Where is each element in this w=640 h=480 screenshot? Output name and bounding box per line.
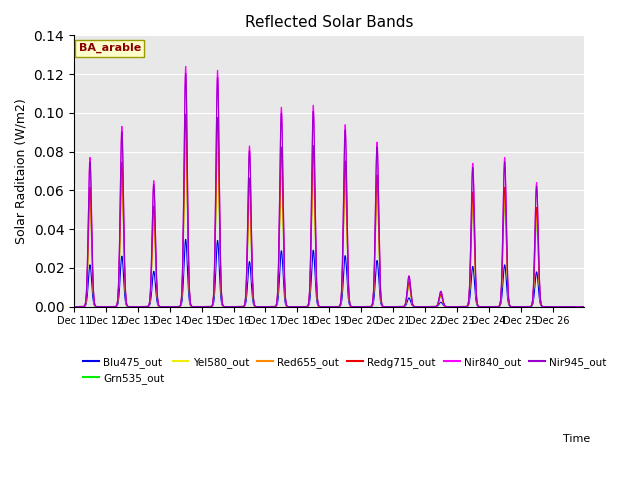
Grn535_out [575, 304, 582, 310]
Blu475_out [70, 304, 78, 310]
Redg715_out [70, 304, 78, 310]
Yel580_out [70, 304, 78, 310]
Blu475_out [175, 304, 182, 310]
Red655_out [575, 304, 582, 310]
Text: Time: Time [563, 433, 591, 444]
Line: Grn535_out: Grn535_out [74, 138, 584, 307]
Redg715_out [394, 304, 402, 310]
Nir945_out [70, 304, 78, 310]
Yel580_out [440, 300, 447, 306]
Nir945_out [394, 304, 402, 310]
Legend: Blu475_out, Grn535_out, Yel580_out, Red655_out, Redg715_out, Nir840_out, Nir945_: Blu475_out, Grn535_out, Yel580_out, Red6… [79, 352, 611, 388]
Yel580_out [580, 304, 588, 310]
Redg715_out [182, 111, 189, 117]
Blu475_out [440, 302, 447, 308]
Line: Nir840_out: Nir840_out [74, 66, 584, 307]
Red655_out [182, 121, 189, 127]
Grn535_out [472, 288, 480, 293]
Blu475_out [575, 304, 582, 310]
Nir945_out [472, 281, 480, 287]
Nir840_out [575, 304, 582, 310]
Nir840_out [580, 304, 588, 310]
Line: Blu475_out: Blu475_out [74, 240, 584, 307]
Red655_out [440, 300, 447, 306]
Yel580_out [472, 287, 480, 292]
Red655_out [502, 244, 510, 250]
Nir840_out [175, 304, 182, 310]
Nir945_out [182, 71, 189, 76]
Redg715_out [175, 304, 182, 310]
Red655_out [580, 304, 588, 310]
Title: Reflected Solar Bands: Reflected Solar Bands [245, 15, 413, 30]
Nir840_out [502, 226, 510, 231]
Nir945_out [580, 304, 588, 310]
Blu475_out [502, 282, 510, 288]
Redg715_out [440, 300, 447, 306]
Blu475_out [182, 237, 189, 242]
Redg715_out [472, 285, 480, 291]
Nir945_out [175, 304, 182, 310]
Grn535_out [70, 304, 78, 310]
Grn535_out [580, 304, 588, 310]
Redg715_out [502, 241, 510, 247]
Red655_out [70, 304, 78, 310]
Yel580_out [502, 247, 510, 252]
Yel580_out [182, 128, 189, 134]
Grn535_out [175, 304, 182, 310]
Grn535_out [394, 304, 402, 310]
Yel580_out [175, 304, 182, 310]
Grn535_out [440, 300, 447, 306]
Line: Red655_out: Red655_out [74, 124, 584, 307]
Nir840_out [440, 299, 447, 304]
Redg715_out [580, 304, 588, 310]
Y-axis label: Solar Raditaion (W/m2): Solar Raditaion (W/m2) [15, 98, 28, 244]
Grn535_out [502, 249, 510, 255]
Red655_out [472, 286, 480, 292]
Blu475_out [580, 304, 588, 310]
Line: Redg715_out: Redg715_out [74, 114, 584, 307]
Blu475_out [472, 297, 480, 303]
Red655_out [394, 304, 402, 310]
Nir945_out [440, 299, 447, 305]
Nir840_out [70, 304, 78, 310]
Red655_out [175, 304, 182, 310]
Nir945_out [575, 304, 582, 310]
Line: Nir945_out: Nir945_out [74, 73, 584, 307]
Line: Yel580_out: Yel580_out [74, 131, 584, 307]
Grn535_out [182, 135, 189, 141]
Nir840_out [472, 280, 480, 286]
Nir840_out [394, 304, 402, 310]
Blu475_out [394, 304, 402, 310]
Redg715_out [575, 304, 582, 310]
Nir945_out [502, 228, 510, 234]
Yel580_out [575, 304, 582, 310]
Yel580_out [394, 304, 402, 310]
Text: BA_arable: BA_arable [79, 43, 141, 53]
Nir840_out [182, 63, 189, 69]
